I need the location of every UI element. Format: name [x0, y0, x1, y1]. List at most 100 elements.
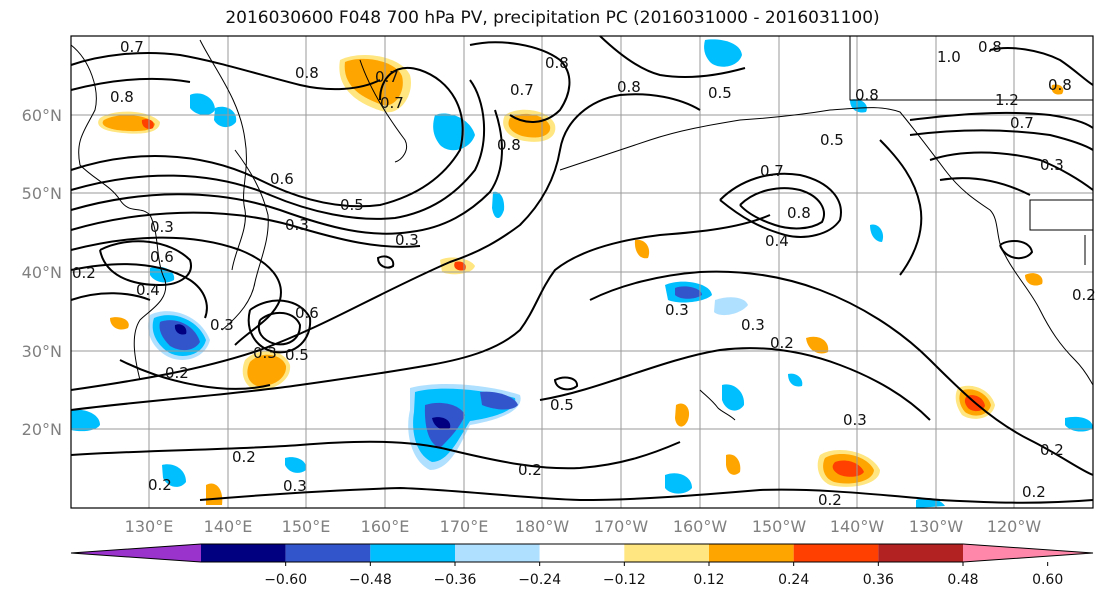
- colorbar: −0.60 −0.48 −0.36 −0.24 −0.12 0.12 0.24 0.36 0.4…: [70, 543, 1094, 588]
- precip-patch: [1051, 84, 1064, 95]
- lon-label: 160°E: [361, 517, 410, 536]
- precip-patch: [162, 464, 186, 487]
- contour-label: 0.8: [978, 38, 1002, 56]
- contour-label: 0.2: [1022, 483, 1046, 501]
- contour-label: 0.8: [1048, 76, 1072, 94]
- contour-label: 0.7: [375, 68, 399, 86]
- precip-patch: [71, 409, 100, 432]
- contour-label: 0.2: [165, 364, 189, 382]
- precip-patch: [454, 261, 466, 271]
- contour-label: 0.5: [820, 131, 844, 149]
- precip-patch: [726, 454, 741, 475]
- contour-label: 0.5: [340, 196, 364, 214]
- lon-label: 120°W: [987, 517, 1042, 536]
- contour-label: 0.8: [617, 78, 641, 96]
- precip-patch: [832, 460, 864, 477]
- colorbar-tick-label: −0.24: [518, 572, 561, 588]
- precip-patch: [174, 324, 187, 335]
- lon-label: 170°W: [594, 517, 649, 536]
- contour-label: 0.7: [510, 81, 534, 99]
- lon-label: 130°E: [125, 517, 174, 536]
- contour-label: 0.2: [518, 461, 542, 479]
- precip-patch: [102, 115, 155, 132]
- precip-patch: [806, 336, 829, 354]
- contour-label: 0.6: [295, 304, 319, 322]
- lat-label: 50°N: [22, 184, 62, 203]
- contour-label: 0.5: [550, 396, 574, 414]
- precip-patch: [480, 391, 518, 410]
- lon-label: 140°E: [204, 517, 253, 536]
- contour-label: 0.3: [253, 344, 277, 362]
- contour-label: 0.3: [150, 218, 174, 236]
- colorbar-bin: [285, 544, 371, 562]
- contour-label: 0.8: [295, 64, 319, 82]
- longitude-labels: 130°E 140°E 150°E 160°E 170°E 180°W 170°…: [125, 517, 1042, 536]
- lon-label: 150°W: [752, 517, 807, 536]
- contour-label: 0.2: [1040, 441, 1064, 459]
- contour-label: 0.2: [72, 264, 96, 282]
- contour-label: 0.2: [232, 448, 256, 466]
- pv-contours: [70, 35, 1094, 504]
- precip-patch: [214, 106, 237, 128]
- colorbar-tick-label: 0.36: [863, 572, 894, 588]
- precip-patch: [704, 39, 742, 67]
- colorbar-extend-low: [71, 544, 201, 562]
- precip-patch: [190, 93, 215, 116]
- precip-patch: [675, 403, 690, 427]
- precip-patch: [1025, 273, 1043, 286]
- precip-shading: [71, 39, 1093, 508]
- contour-label: 0.3: [395, 231, 419, 249]
- precip-patch: [110, 317, 129, 330]
- colorbar-bin: [793, 544, 879, 562]
- contour-label: 0.8: [855, 86, 879, 104]
- colorbar-bin: [539, 544, 625, 562]
- lat-label: 40°N: [22, 263, 62, 282]
- latitude-labels: 60°N 50°N 40°N 30°N 20°N: [22, 106, 62, 439]
- contour-label: 0.5: [708, 84, 732, 102]
- precip-patch: [634, 239, 650, 259]
- lon-label: 170°E: [440, 517, 489, 536]
- contour-label: 0.7: [120, 38, 144, 56]
- colorbar-bin: [201, 544, 286, 562]
- precip-patch: [432, 417, 451, 430]
- precip-patch: [870, 224, 884, 242]
- precip-patch: [247, 354, 287, 387]
- precip-patch: [675, 286, 702, 299]
- coastlines: [70, 36, 1094, 421]
- precip-patch: [665, 473, 692, 494]
- contour-label: 0.6: [270, 170, 294, 188]
- colorbar-tick-label: 0.60: [1032, 572, 1063, 588]
- colorbar-tick-label: 0.48: [947, 572, 978, 588]
- contour-label: 0.5: [285, 346, 309, 364]
- precip-patch: [285, 457, 307, 473]
- precip-patch: [492, 191, 505, 219]
- colorbar-tick-label: 0.12: [693, 572, 724, 588]
- colorbar-outline: [70, 543, 1094, 563]
- lat-label: 30°N: [22, 342, 62, 361]
- contour-label: 0.6: [150, 248, 174, 266]
- contour-label: 0.7: [380, 94, 404, 112]
- contour-label: 0.3: [741, 316, 765, 334]
- colorbar-bin: [878, 544, 963, 562]
- precip-patch: [1065, 416, 1093, 432]
- contour-label: 0.7: [1010, 114, 1034, 132]
- contour-label: 0.4: [136, 281, 160, 299]
- contour-label: 0.2: [1072, 286, 1096, 304]
- colorbar-tick-label: −0.48: [349, 572, 392, 588]
- contour-label: 0.2: [818, 491, 842, 509]
- contour-label: 0.8: [110, 88, 134, 106]
- precip-patch: [722, 384, 745, 411]
- contour-labels: 0.7 0.8 0.8 0.7 0.8 0.7 0.8 0.7 0.5 0.8 …: [72, 38, 1096, 509]
- contour-label: 0.3: [843, 411, 867, 429]
- precip-patch: [714, 297, 748, 316]
- contour-label: 0.7: [760, 162, 784, 180]
- contour-label: 0.8: [545, 54, 569, 72]
- colorbar-tick-label: 0.24: [778, 572, 809, 588]
- lon-label: 160°W: [673, 517, 728, 536]
- lat-label: 60°N: [22, 106, 62, 125]
- contour-label: 0.2: [770, 334, 794, 352]
- lon-label: 180°W: [515, 517, 570, 536]
- contour-label: 1.2: [995, 91, 1019, 109]
- colorbar-bin: [709, 544, 794, 562]
- contour-label: 0.8: [787, 204, 811, 222]
